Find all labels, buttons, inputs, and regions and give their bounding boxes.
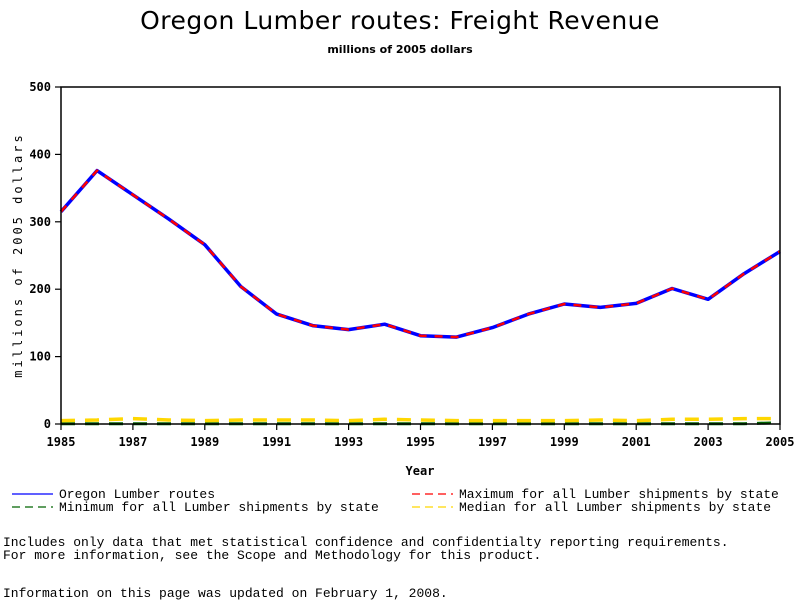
x-tick-label: 1987 bbox=[118, 435, 147, 449]
x-tick-label: 2003 bbox=[694, 435, 723, 449]
x-tick-label: 1997 bbox=[478, 435, 507, 449]
series-oregon-lumber-routes bbox=[61, 171, 780, 338]
x-axis-title: Year bbox=[406, 464, 435, 478]
x-tick-label: 1991 bbox=[262, 435, 291, 449]
x-tick-label: 1989 bbox=[190, 435, 219, 449]
series-maximum bbox=[61, 171, 780, 338]
legend-label-minimum: Minimum for all Lumber shipments by stat… bbox=[59, 501, 379, 514]
y-tick-label: 500 bbox=[29, 80, 51, 94]
y-tick-label: 0 bbox=[44, 417, 51, 431]
x-tick-label: 1995 bbox=[406, 435, 435, 449]
x-tick-label: 1999 bbox=[550, 435, 579, 449]
x-tick-label: 1985 bbox=[47, 435, 76, 449]
y-tick-label: 400 bbox=[29, 147, 51, 161]
y-tick-label: 300 bbox=[29, 215, 51, 229]
y-tick-label: 100 bbox=[29, 350, 51, 364]
legend-label-median: Median for all Lumber shipments by state bbox=[459, 501, 771, 514]
series-median bbox=[61, 419, 780, 421]
note-updated: Information on this page was updated on … bbox=[3, 587, 448, 601]
y-tick-label: 200 bbox=[29, 282, 51, 296]
y-axis-title: millions of 2005 dollars bbox=[11, 132, 25, 377]
x-tick-label: 1993 bbox=[334, 435, 363, 449]
note-methodology: For more information, see the Scope and … bbox=[3, 549, 541, 563]
plot-frame bbox=[61, 87, 780, 424]
series-layer bbox=[61, 170, 780, 423]
x-tick-label: 2005 bbox=[766, 435, 795, 449]
x-tick-label: 2001 bbox=[622, 435, 651, 449]
